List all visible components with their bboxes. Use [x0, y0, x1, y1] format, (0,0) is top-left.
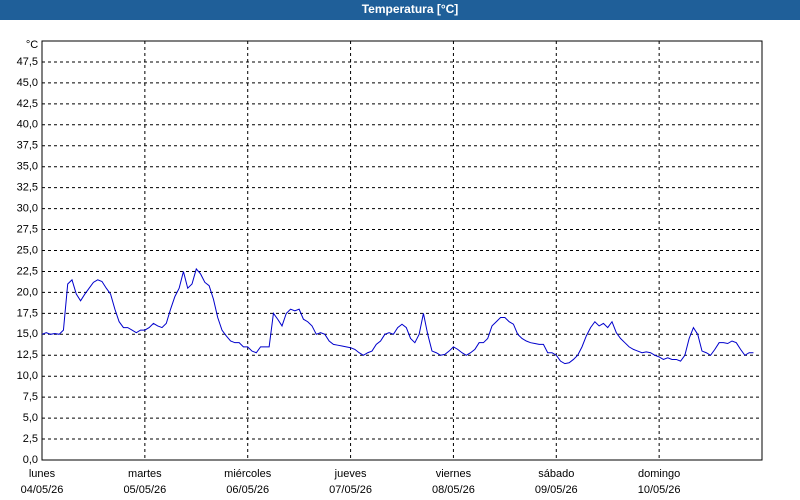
y-tick-label: 7,5 [23, 391, 38, 403]
x-tick-label: miércoles [224, 468, 272, 480]
x-tick-label: jueves [334, 468, 367, 480]
y-tick-label: 15,0 [17, 328, 38, 340]
y-tick-label: 32,5 [17, 182, 38, 194]
y-tick-label: 30,0 [17, 203, 38, 215]
chart-title: Temperatura [°C] [362, 2, 459, 16]
y-tick-label: 40,0 [17, 119, 38, 131]
y-tick-label: 0,0 [23, 454, 38, 466]
y-tick-label: 25,0 [17, 244, 38, 256]
y-tick-label: 27,5 [17, 223, 38, 235]
x-tick-label: domingo [638, 468, 680, 480]
y-tick-label: 42,5 [17, 98, 38, 110]
x-tick-sublabel: 08/05/26 [432, 484, 475, 496]
x-tick-label: sábado [538, 468, 574, 480]
line-series [41, 267, 754, 365]
y-tick-label: 35,0 [17, 161, 38, 173]
y-tick-label: 2,5 [23, 433, 38, 445]
y-tick-label: 45,0 [17, 77, 38, 89]
y-tick-label: 47,5 [17, 56, 38, 68]
y-tick-label: 12,5 [17, 349, 38, 361]
y-tick-label: 17,5 [17, 307, 38, 319]
y-tick-label: 22,5 [17, 265, 38, 277]
x-tick-sublabel: 06/05/26 [226, 484, 269, 496]
y-tick-label: 20,0 [17, 286, 38, 298]
x-tick-sublabel: 09/05/26 [535, 484, 578, 496]
y-tick-label: 5,0 [23, 412, 38, 424]
x-tick-label: martes [128, 468, 162, 480]
x-tick-label: lunes [29, 468, 56, 480]
x-tick-sublabel: 10/05/26 [638, 484, 681, 496]
x-tick-sublabel: 07/05/26 [329, 484, 372, 496]
y-unit: °C [26, 39, 38, 51]
x-tick-label: viernes [436, 468, 472, 480]
y-tick-label: 37,5 [17, 140, 38, 152]
x-tick-sublabel: 05/05/26 [123, 484, 166, 496]
y-tick-label: 10,0 [17, 370, 38, 382]
x-tick-sublabel: 04/05/26 [21, 484, 64, 496]
title-bar [0, 0, 800, 20]
plot-border [41, 40, 763, 461]
